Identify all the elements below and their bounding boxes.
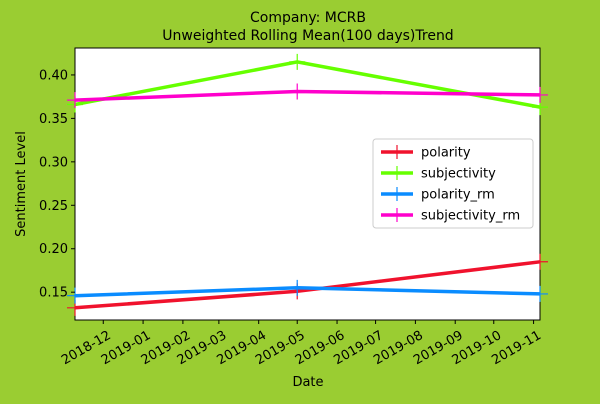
y-tick-label-2: 0.25 [39,199,68,214]
data-point-subjectivity-1 [289,53,306,70]
data-point-subjectivity_rm-0 [67,92,83,109]
y-tick-label-3: 0.30 [39,155,68,170]
legend-label-subjectivity: subjectivity [421,167,496,182]
legend-items: polarity subjectivity polarity_rm subjectiv… [381,145,520,224]
data-point-polarity_rm-1 [289,279,306,296]
data-point-polarity-2 [532,253,548,270]
y-tick-label-4: 0.35 [39,112,68,127]
legend-box [372,138,534,229]
y-tick-label-5: 0.40 [39,68,68,83]
legend: polarity subjectivity polarity_rm subjectiv… [372,138,534,229]
data-point-polarity_rm-2 [532,285,548,302]
x-axis-label: Date [292,375,323,390]
data-point-polarity_rm-0 [67,287,83,304]
chart-title: Company: MCRB [250,10,366,26]
legend-label-polarity: polarity [421,146,471,161]
series-layer [67,53,548,316]
y-tick-label-1: 0.20 [39,242,68,257]
y-tick-label-0: 0.15 [39,286,68,301]
y-axis-label: Sentiment Level [14,131,29,237]
chart-subtitle: Unweighted Rolling Mean(100 days)Trend [162,28,453,44]
data-point-subjectivity_rm-2 [532,86,548,103]
legend-label-subjectivity_rm: subjectivity_rm [421,209,520,224]
data-point-subjectivity_rm-1 [289,83,306,100]
legend-label-polarity_rm: polarity_rm [421,188,495,203]
